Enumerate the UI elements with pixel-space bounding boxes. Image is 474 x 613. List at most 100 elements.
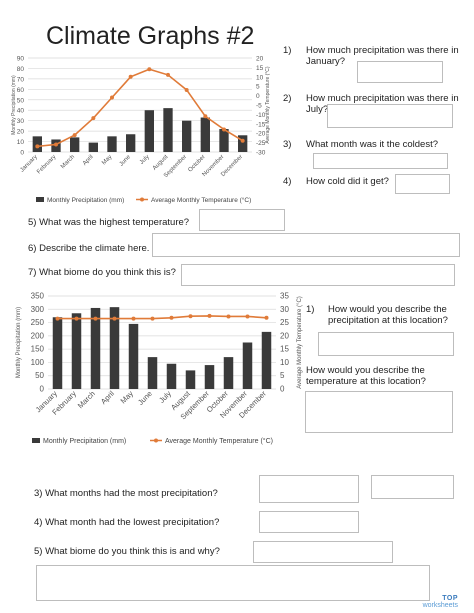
precipitation-bar [166, 363, 177, 389]
y2-tick-label: 5 [280, 371, 285, 380]
y-axis-title: Monthly Precipitation (mm) [16, 307, 22, 378]
q4-answer-box[interactable] [395, 174, 450, 194]
q2-text: How much precipitation was there in July… [306, 93, 459, 115]
temperature-point [112, 316, 117, 321]
y-axis-title: Monthly Precipitation (mm) [11, 75, 17, 135]
y-tick-label: 50 [17, 97, 25, 104]
y-tick-label: 350 [31, 292, 45, 301]
temperature-point [184, 87, 189, 92]
q1-number: 1) [283, 45, 292, 56]
precipitation-bar [223, 357, 234, 389]
temperature-line [37, 68, 244, 148]
precipitation-bar [147, 357, 158, 389]
legend-bar-swatch [36, 197, 44, 202]
y2-axis-title: Average Monthly Temperature (°C) [297, 296, 303, 389]
precipitation-bar [204, 365, 215, 389]
precipitation-bar [238, 135, 248, 152]
category-label: March [76, 389, 97, 410]
q1-text: How much precipitation was there in Janu… [306, 45, 459, 67]
category-label: May [101, 154, 113, 166]
precipitation-bar [88, 142, 98, 152]
q6-answer-box[interactable] [152, 233, 460, 257]
temperature-point [35, 144, 40, 149]
q2-1-answer-box[interactable] [318, 332, 454, 356]
y-tick-label: 30 [17, 118, 25, 125]
y-tick-label: 90 [17, 56, 25, 63]
y-tick-label: 40 [17, 108, 25, 115]
legend-line-label: Average Monthly Temperature (°C) [165, 437, 273, 445]
q5-answer-box[interactable] [199, 209, 285, 231]
q1-answer-box[interactable] [357, 61, 443, 83]
y-tick-label: 250 [31, 318, 45, 327]
y-tick-label: 20 [17, 129, 25, 136]
y-tick-label: 70 [17, 76, 25, 83]
q2-2-text: How would you describe the temperature a… [306, 365, 426, 387]
temperature-point [226, 314, 231, 319]
y2-tick-label: 20 [280, 331, 289, 340]
temperature-point [203, 114, 208, 119]
q2-answer-box[interactable] [327, 104, 453, 128]
category-label: July [157, 389, 173, 405]
temperature-point [91, 116, 96, 121]
precipitation-bar [185, 370, 196, 389]
brand-logo: TOP worksheets [423, 595, 458, 609]
y-tick-label: 150 [31, 345, 45, 354]
temperature-point [207, 313, 212, 318]
q2-1-number: 1) [306, 304, 315, 315]
category-label: May [119, 389, 136, 406]
temperature-point [110, 95, 114, 100]
temperature-point [150, 316, 155, 321]
temperature-point [245, 314, 250, 319]
legend-line-marker [154, 438, 158, 443]
q7-answer-box[interactable] [181, 264, 455, 286]
precipitation-bar [242, 342, 253, 389]
q5b-answer-box-1[interactable] [253, 541, 393, 563]
precipitation-bar [90, 307, 101, 389]
temperature-point [222, 127, 226, 132]
q4b-answer-box[interactable] [259, 511, 359, 533]
q7-text: 7) What biome do you think this is? [28, 267, 176, 278]
q6-text: 6) Describe the climate here. [28, 243, 150, 254]
q2-2-answer-box[interactable] [305, 391, 453, 433]
climate-chart-1: 0 10 20 30 40 50 60 70 80 90 -30 -25 -20 -15 -10 -5 0 5 10… [11, 56, 271, 205]
y2-tick-label: 20 [256, 56, 264, 63]
q3b-answer-box-1[interactable] [259, 475, 359, 503]
y2-tick-label: -25 [256, 140, 266, 147]
temperature-point [131, 316, 136, 321]
temperature-point [54, 142, 58, 147]
precipitation-bar [144, 110, 154, 152]
q3-answer-box[interactable] [313, 153, 448, 169]
temperature-point [166, 72, 170, 77]
q3-number: 3) [283, 139, 292, 150]
q3b-answer-box-2[interactable] [371, 475, 454, 499]
temperature-point [93, 316, 98, 321]
y-tick-label: 300 [31, 305, 45, 314]
temperature-point [147, 67, 152, 72]
y-tick-label: 10 [17, 139, 25, 146]
y2-tick-label: 0 [280, 385, 285, 394]
legend-bar-label: Monthly Precipitation (mm) [47, 197, 124, 204]
category-label: June [119, 154, 133, 168]
precipitation-bar [107, 136, 117, 152]
y2-tick-label: -20 [256, 131, 266, 138]
y-tick-label: 50 [35, 371, 44, 380]
precipitation-bar [71, 313, 82, 389]
y-tick-label: 200 [31, 331, 45, 340]
q3b-text: 3) What months had the most precipitatio… [34, 488, 218, 499]
page-title: Climate Graphs #2 [46, 22, 255, 50]
y-tick-label: 0 [40, 385, 45, 394]
temperature-point [128, 74, 133, 79]
temperature-point [74, 316, 79, 321]
precipitation-bar [52, 317, 63, 389]
y2-tick-label: -30 [256, 150, 266, 157]
q5b-answer-box-2[interactable] [36, 565, 430, 601]
q4-text: How cold did it get? [306, 176, 389, 187]
y-tick-label: 0 [20, 150, 24, 157]
temperature-point [240, 138, 245, 143]
y2-tick-label: 10 [280, 358, 289, 367]
temperature-line [57, 315, 267, 320]
legend-line-label: Average Monthly Temperature (°C) [151, 196, 251, 204]
precipitation-bar [163, 108, 173, 152]
climate-chart-2: 05010015020025030035005101520253035Janua… [16, 292, 303, 446]
temperature-point [264, 315, 269, 320]
